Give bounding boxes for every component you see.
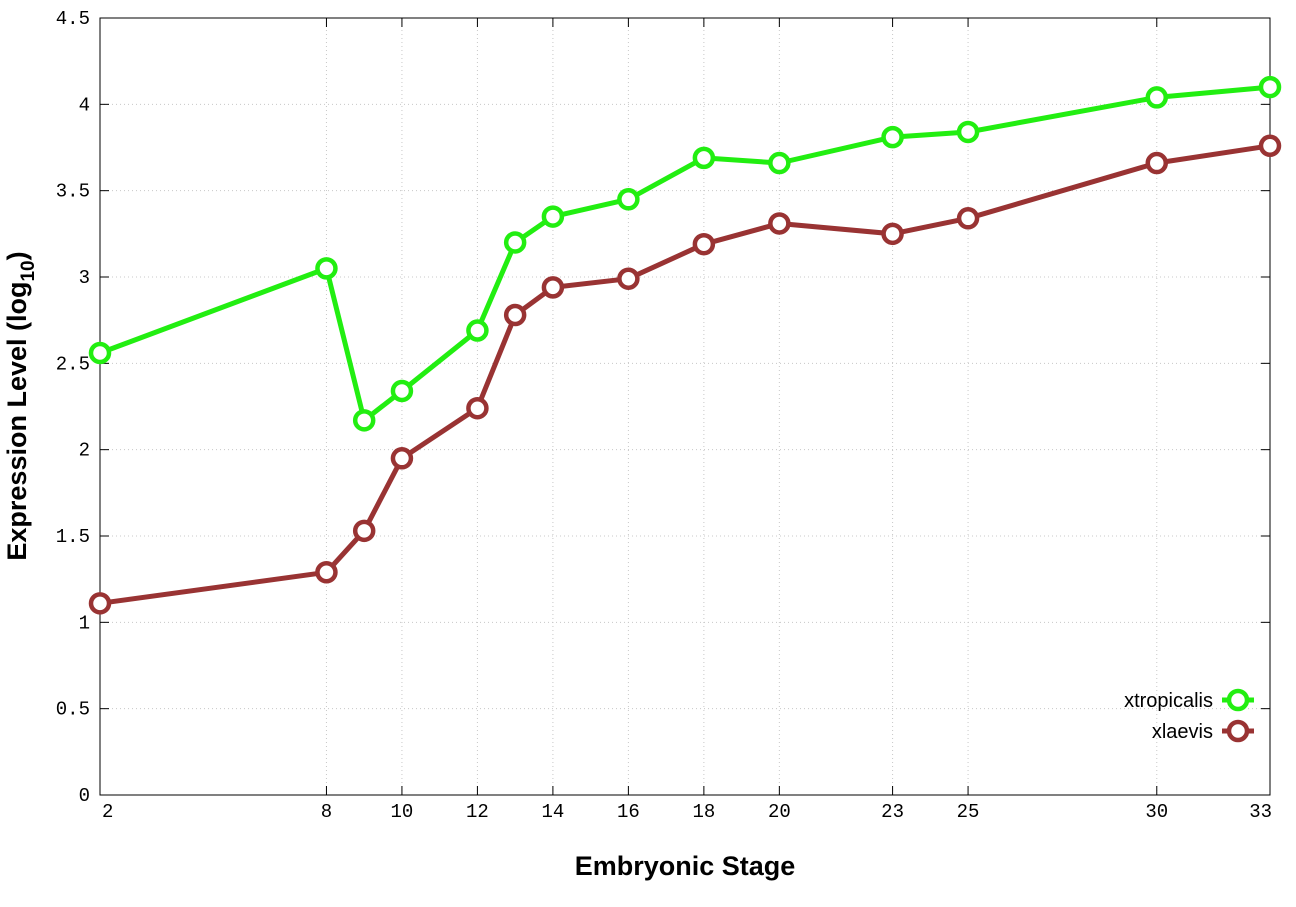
data-point	[315, 257, 338, 280]
data-point	[315, 561, 338, 584]
x-tick-label: 18	[692, 801, 715, 823]
data-point	[88, 341, 112, 365]
y-tick-label: 2.5	[56, 353, 90, 375]
x-axis-title: Embryonic Stage	[575, 851, 796, 881]
y-axis-title: Expression Level (log10)	[2, 251, 39, 560]
data-point	[503, 303, 527, 327]
y-tick-label: 0	[79, 785, 90, 807]
x-tick-label: 20	[768, 801, 791, 823]
data-point	[1258, 134, 1282, 158]
axis-ticks: 0 0.5 1 1.5 2 2.5 3 3.5 4 4.5 2 8 10 12 14 16 18 20 23 25 30…	[56, 8, 1272, 823]
x-tick-label: 25	[957, 801, 980, 823]
x-tick-label: 2	[102, 801, 113, 823]
series-line-xlaevis	[99, 143, 1271, 606]
y-axis-title-main: Expression Level (log	[2, 282, 32, 561]
grid	[100, 18, 1270, 795]
y-tick-label: 0.5	[56, 699, 90, 721]
y-tick-label: 2	[79, 440, 90, 462]
data-point	[617, 267, 640, 290]
x-tick-label: 12	[466, 801, 489, 823]
data-point	[1145, 151, 1169, 175]
data-point	[617, 188, 640, 211]
data-point	[1145, 86, 1169, 109]
legend: xtropicalis xlaevis	[1124, 688, 1254, 743]
x-tick-label: 8	[321, 801, 332, 823]
x-tick-label: 10	[391, 801, 414, 823]
data-point	[541, 276, 565, 299]
data-point	[956, 120, 980, 144]
y-axis-title-end: )	[2, 251, 32, 260]
legend-marker-xlaevis	[1226, 719, 1250, 743]
data-point	[692, 146, 716, 170]
y-tick-label: 4	[79, 94, 90, 116]
data-point	[466, 396, 489, 420]
y-tick-label: 4.5	[56, 8, 90, 30]
plot-frame	[99, 17, 1271, 796]
data-point	[956, 207, 980, 230]
data-point	[881, 222, 904, 246]
data-point	[88, 592, 112, 615]
x-tick-label: 14	[541, 801, 564, 823]
series-group	[88, 75, 1282, 615]
data-point	[466, 319, 489, 342]
data-point	[692, 232, 716, 256]
data-point	[768, 212, 791, 235]
data-point	[1258, 75, 1282, 99]
series-xtropicalis	[88, 75, 1282, 432]
data-point	[352, 519, 376, 543]
x-tick-label: 33	[1249, 801, 1272, 823]
data-point	[352, 409, 376, 432]
y-tick-label: 3	[79, 267, 90, 289]
y-axis-title-subscript: 10	[18, 260, 39, 281]
y-tick-label: 3.5	[56, 181, 90, 203]
y-tick-label: 1	[79, 612, 90, 634]
data-point	[768, 151, 791, 175]
series-xlaevis	[88, 134, 1282, 615]
data-point	[881, 125, 904, 149]
data-point	[503, 231, 527, 254]
x-tick-label: 30	[1145, 801, 1168, 823]
legend-label-xtropicalis: xtropicalis	[1124, 690, 1213, 712]
x-tick-label: 23	[881, 801, 904, 823]
y-tick-label: 1.5	[56, 526, 90, 548]
legend-marker-xtropicalis	[1226, 688, 1250, 712]
data-point	[390, 447, 414, 470]
legend-label-xlaevis: xlaevis	[1152, 721, 1213, 743]
data-point	[541, 205, 565, 228]
x-tick-label: 16	[617, 801, 640, 823]
data-point	[390, 379, 414, 403]
